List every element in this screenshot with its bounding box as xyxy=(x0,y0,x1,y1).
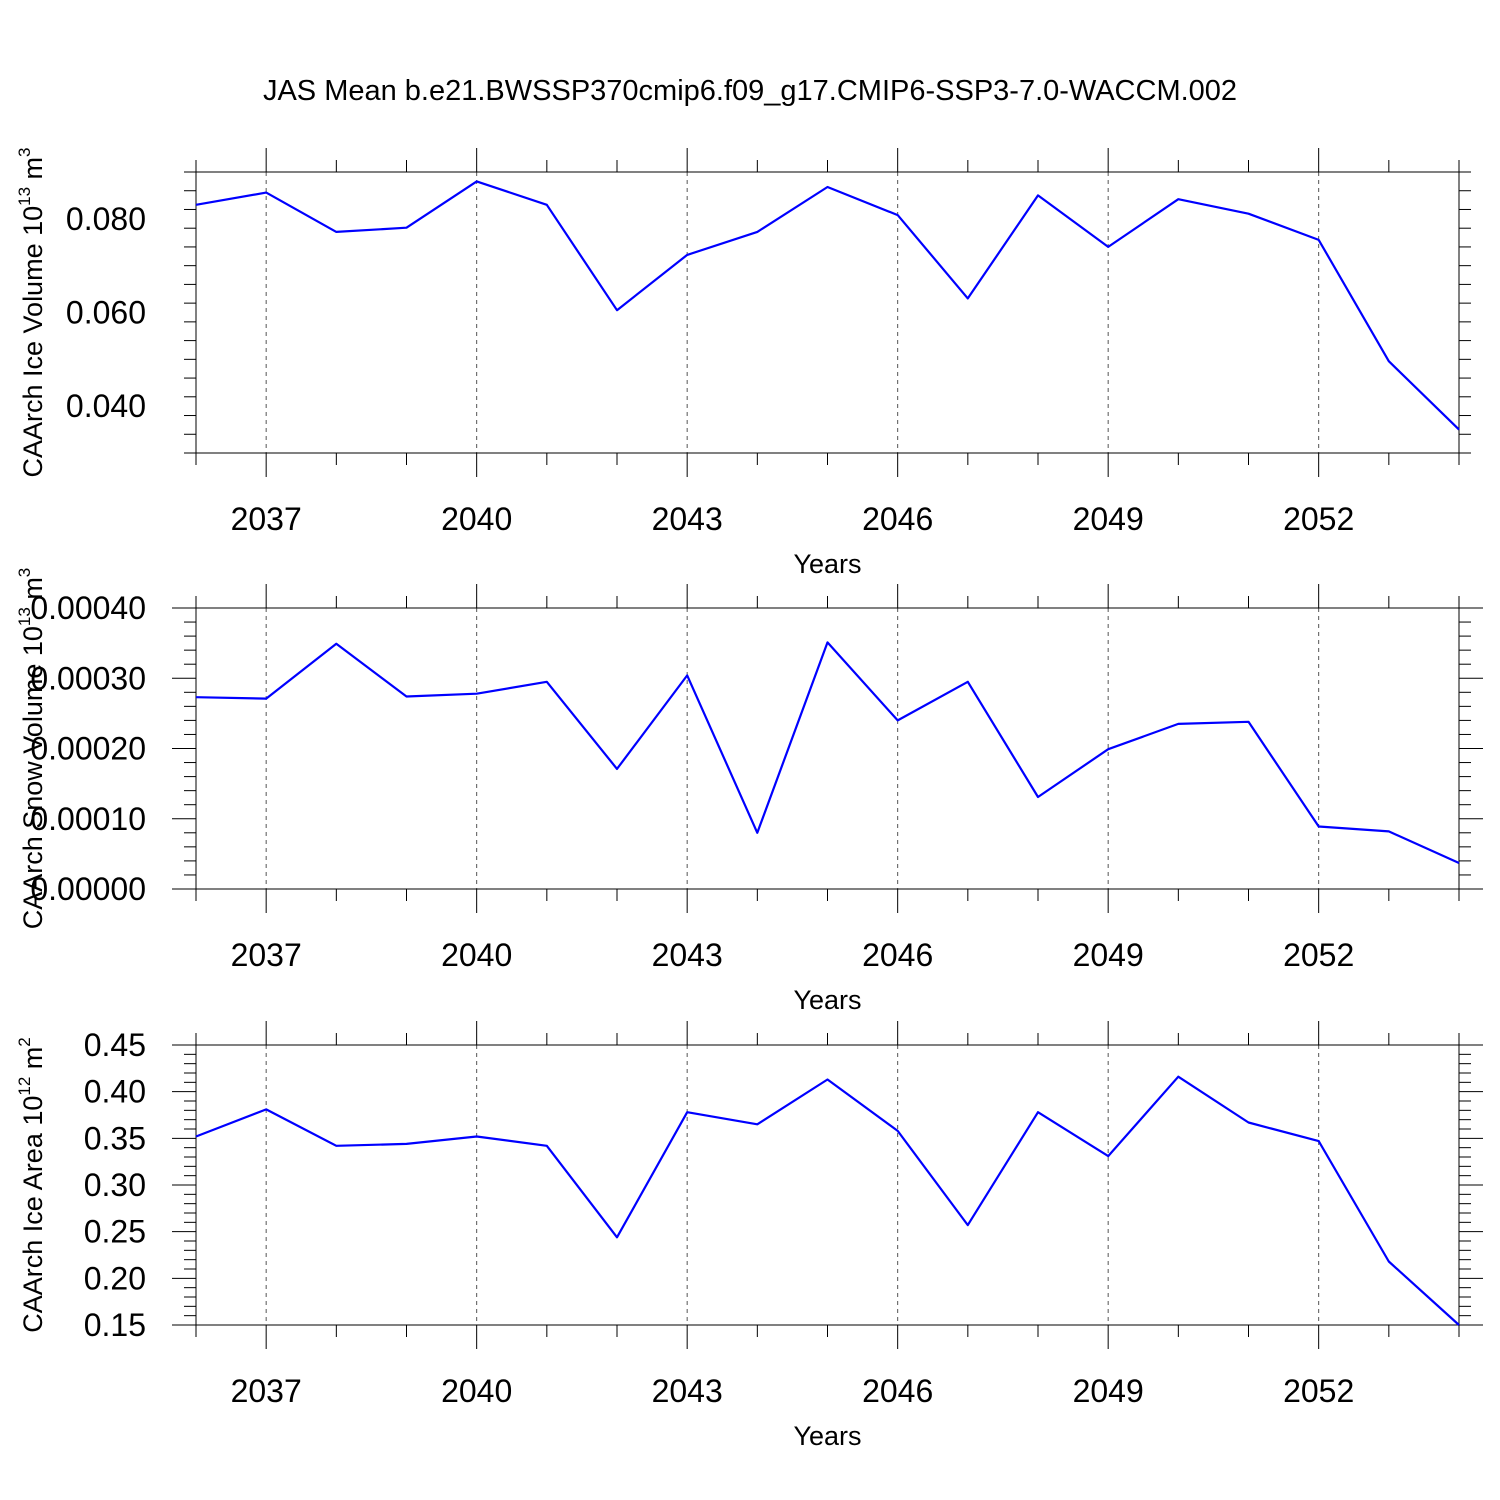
y-axis-label-main: CAArch Snow Volume 10 xyxy=(18,626,48,929)
y-axis-label-unit: m xyxy=(18,577,48,607)
x-axis-label: Years xyxy=(793,549,861,579)
x-tick-label: 2046 xyxy=(862,937,933,973)
y-axis-label-exp: 13 xyxy=(15,607,34,626)
y-axis-label-unit-exp: 3 xyxy=(15,568,34,577)
y-tick-label: 0.00010 xyxy=(30,801,146,837)
x-tick-label: 2052 xyxy=(1283,501,1354,537)
y-tick-label: 0.00020 xyxy=(30,731,146,767)
x-tick-label: 2040 xyxy=(441,937,512,973)
y-tick-label: 0.25 xyxy=(84,1214,146,1250)
y-axis-label-main: CAArch Ice Area 10 xyxy=(18,1096,48,1333)
plot-frame xyxy=(195,1044,1460,1326)
series-line xyxy=(195,641,1460,865)
x-tick-label: 2052 xyxy=(1283,937,1354,973)
y-tick-label: 0.15 xyxy=(84,1307,146,1343)
y-tick-label: 0.00030 xyxy=(30,660,146,696)
x-tick-label: 2049 xyxy=(1073,501,1144,537)
x-tick-label: 2037 xyxy=(231,937,302,973)
y-tick-label: 0.20 xyxy=(84,1260,146,1296)
x-tick-label: 2037 xyxy=(231,1373,302,1409)
y-tick-label: 0.35 xyxy=(84,1120,146,1156)
panel-1: 0.040 0.060 0.080 2037 2040 2043 2046 2049 2052 Y… xyxy=(15,147,1471,579)
panel-3: 0.15 0.20 0.25 0.30 0.35 0.40 0.45 2037 2040 2043… xyxy=(15,1021,1483,1451)
x-tick-label: 2052 xyxy=(1283,1373,1354,1409)
y-axis-label-unit-exp: 3 xyxy=(15,147,34,156)
x-tick-label: 2049 xyxy=(1073,937,1144,973)
y-tick-label: 0.40 xyxy=(84,1074,146,1110)
y-axis-label: CAArch Ice Volume 1013 m3 xyxy=(15,147,48,477)
panels: 0.040 0.060 0.080 2037 2040 2043 2046 2049 2052 Y… xyxy=(15,147,1483,1451)
panel-2: 0.00000 0.00010 0.00020 0.00030 0.00040 2037 2… xyxy=(15,568,1483,1015)
plot-frame xyxy=(195,607,1460,890)
y-axis-label-exp: 12 xyxy=(15,1077,34,1096)
y-tick-label: 0.45 xyxy=(84,1027,146,1063)
y-axis-label-unit: m xyxy=(18,1047,48,1077)
x-tick-label: 2046 xyxy=(862,1373,933,1409)
y-axis-label-exp: 13 xyxy=(15,187,34,206)
y-tick-label: 0.00040 xyxy=(30,590,146,626)
y-axis-label-main: CAArch Ice Volume 10 xyxy=(18,206,48,478)
x-tick-label: 2040 xyxy=(441,1373,512,1409)
figure-title: JAS Mean b.e21.BWSSP370cmip6.f09_g17.CMI… xyxy=(263,75,1237,107)
y-axis-label: CAArch Ice Area 1012 m2 xyxy=(15,1037,48,1333)
x-axis-label: Years xyxy=(793,985,861,1015)
x-tick-label: 2040 xyxy=(441,501,512,537)
series-line xyxy=(195,180,1460,431)
x-tick-label: 2049 xyxy=(1073,1373,1144,1409)
y-axis-label-unit-exp: 2 xyxy=(15,1037,34,1046)
y-tick-label: 0.30 xyxy=(84,1167,146,1203)
x-tick-label: 2043 xyxy=(652,1373,723,1409)
x-tick-label: 2043 xyxy=(652,501,723,537)
y-axis-label-unit: m xyxy=(18,157,48,187)
series-line xyxy=(195,1075,1460,1326)
y-tick-label: 0.060 xyxy=(66,295,146,331)
y-tick-label: 0.040 xyxy=(66,388,146,424)
y-tick-label: 0.080 xyxy=(66,201,146,237)
x-tick-label: 2043 xyxy=(652,937,723,973)
y-tick-label: 0.00000 xyxy=(30,871,146,907)
y-axis-label: CAArch Snow Volume 1013 m3 xyxy=(15,568,48,930)
plot-frame xyxy=(195,171,1460,454)
x-axis-label: Years xyxy=(793,1421,861,1451)
x-tick-label: 2046 xyxy=(862,501,933,537)
x-tick-label: 2037 xyxy=(231,501,302,537)
